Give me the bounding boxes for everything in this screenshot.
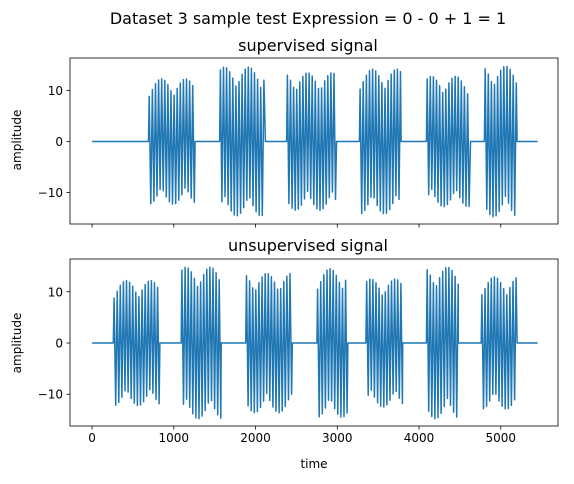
subplot-title-supervised: supervised signal [238,36,378,55]
x-tick-label: 3000 [322,431,353,445]
x-tick-label: 4000 [404,431,435,445]
y-tick-label: 10 [48,84,63,98]
x-tick-label: 5000 [486,431,517,445]
y-tick-label: 0 [55,135,63,149]
unsupervised-subplot: unsupervised signal amplitude time 0 1000… [10,236,559,471]
axes-frame-supervised [69,57,559,225]
supervised-subplot: supervised signal amplitude −10 0 10 [10,36,559,228]
y-tick-label: −10 [38,388,63,402]
y-tick-label: 0 [55,337,63,351]
y-tick-label: 10 [48,285,63,299]
supervised-plot-area: −10 0 10 [38,65,538,228]
x-tick-label: 1000 [159,431,190,445]
x-tick-label: 2000 [240,431,271,445]
figure-suptitle: Dataset 3 sample test Expression = 0 - 0… [110,9,506,28]
axes-frame-unsupervised [69,258,559,427]
signal-line [92,266,538,420]
subplot-title-unsupervised: unsupervised signal [228,236,388,255]
x-tick-label: 0 [88,431,96,445]
ylabel-unsupervised: amplitude [10,313,24,374]
signal-line [92,65,538,218]
ylabel-supervised: amplitude [10,110,24,171]
xlabel-unsupervised: time [300,457,327,471]
unsupervised-plot-area: 0 1000 2000 3000 4000 5000 −10 0 10 [38,266,538,445]
y-tick-label: −10 [38,186,63,200]
